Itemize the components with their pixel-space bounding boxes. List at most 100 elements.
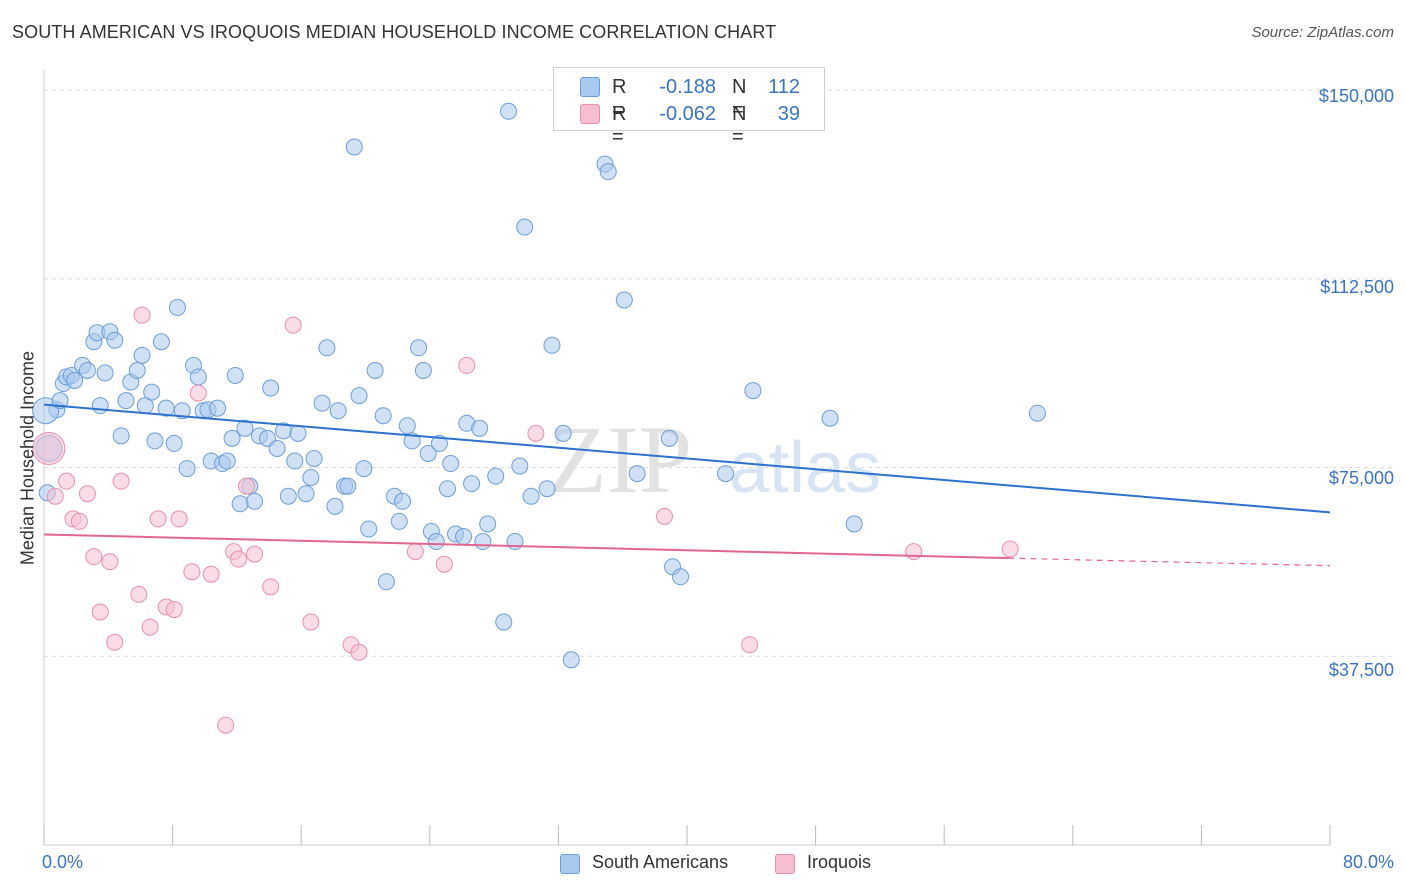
- data-point: [442, 455, 460, 473]
- data-point: [238, 477, 256, 495]
- data-point: [231, 495, 249, 513]
- legend-label: South Americans: [592, 852, 729, 872]
- data-point: [130, 585, 148, 603]
- data-point: [744, 382, 762, 400]
- data-point: [845, 515, 863, 533]
- data-point: [463, 475, 481, 493]
- data-point: [91, 397, 109, 415]
- data-point: [360, 520, 378, 538]
- trend-line-iroquois-extension: [1008, 557, 1331, 567]
- data-point: [1001, 540, 1019, 558]
- data-point: [562, 651, 580, 669]
- data-point: [70, 512, 88, 530]
- correlation-box: R = -0.188 N = 112 R = -0.062 N = 39: [553, 67, 825, 148]
- data-point: [168, 299, 186, 317]
- data-point: [173, 402, 191, 420]
- data-point: [479, 515, 497, 533]
- data-point: [146, 432, 164, 450]
- swatch-blue: [580, 77, 600, 97]
- data-point: [279, 487, 297, 505]
- data-point: [178, 460, 196, 478]
- r-label: R =: [612, 103, 627, 148]
- data-point: [615, 291, 633, 309]
- data-point: [268, 439, 286, 457]
- r-value: -0.062: [659, 103, 716, 125]
- data-point: [672, 568, 690, 586]
- data-point: [366, 361, 384, 379]
- data-point: [628, 465, 646, 483]
- data-point: [246, 545, 264, 563]
- x-tick-label-max: 80.0%: [1342, 852, 1394, 872]
- data-point: [78, 361, 96, 379]
- data-point: [398, 417, 416, 435]
- data-point: [435, 555, 453, 573]
- y-tick-label: $37,500: [1328, 660, 1394, 680]
- legend-swatch-blue: [560, 854, 580, 874]
- grid-lines: [44, 89, 1395, 657]
- data-point: [516, 218, 534, 236]
- data-point: [133, 306, 151, 324]
- data-point: [78, 485, 96, 503]
- data-point: [500, 102, 518, 120]
- data-point: [660, 429, 678, 447]
- data-point: [599, 163, 617, 181]
- data-point: [318, 339, 336, 357]
- data-point: [58, 472, 76, 490]
- data-point: [51, 392, 69, 410]
- data-point: [538, 480, 556, 498]
- trend-lines: [43, 403, 1331, 567]
- data-point: [527, 424, 545, 442]
- data-point: [128, 361, 146, 379]
- data-point: [345, 138, 363, 156]
- data-point: [289, 424, 307, 442]
- y-tick-label: $112,500: [1320, 277, 1394, 297]
- data-point: [313, 394, 331, 412]
- data-point: [165, 600, 183, 618]
- y-tick-label: $75,000: [1328, 468, 1394, 488]
- data-point: [297, 485, 315, 503]
- y-tick-label: $150,000: [1318, 86, 1394, 106]
- data-point: [96, 364, 114, 382]
- data-point: [32, 397, 60, 425]
- r-value: -0.188: [659, 76, 716, 98]
- data-point: [350, 387, 368, 405]
- data-point: [302, 613, 320, 631]
- data-point: [655, 507, 673, 525]
- chart-title: SOUTH AMERICAN VS IROQUOIS MEDIAN HOUSEH…: [12, 22, 777, 42]
- data-point: [209, 399, 227, 417]
- data-point: [117, 392, 135, 410]
- data-point: [183, 563, 201, 581]
- n-value: 112: [768, 76, 800, 98]
- x-tick-label-min: 0.0%: [42, 852, 84, 872]
- data-point: [112, 472, 130, 490]
- data-point: [218, 452, 236, 470]
- data-point: [522, 487, 540, 505]
- data-point: [377, 573, 395, 591]
- data-point: [85, 548, 103, 566]
- n-label: N =: [732, 76, 747, 121]
- data-point: [165, 434, 183, 452]
- watermark-zip: ZIP: [548, 406, 692, 513]
- data-point: [905, 543, 923, 561]
- data-point: [189, 368, 207, 386]
- data-point: [1028, 404, 1046, 422]
- data-point: [406, 543, 424, 561]
- n-value: 39: [777, 103, 800, 125]
- data-point: [302, 469, 320, 487]
- data-point: [390, 512, 408, 530]
- data-point: [101, 553, 119, 571]
- source-label: Source: ZipAtlas.com: [1251, 24, 1394, 41]
- data-point: [286, 452, 304, 470]
- data-point: [112, 427, 130, 445]
- data-point: [438, 480, 456, 498]
- y-axis-label: Median Household Income: [17, 350, 38, 566]
- data-point: [152, 333, 170, 351]
- data-point: [326, 497, 344, 515]
- series-south-americans: [32, 102, 1046, 669]
- data-point: [46, 487, 64, 505]
- data-point: [262, 578, 280, 596]
- data-point: [430, 434, 448, 452]
- data-point: [427, 533, 445, 551]
- data-point: [554, 424, 572, 442]
- data-point: [717, 465, 735, 483]
